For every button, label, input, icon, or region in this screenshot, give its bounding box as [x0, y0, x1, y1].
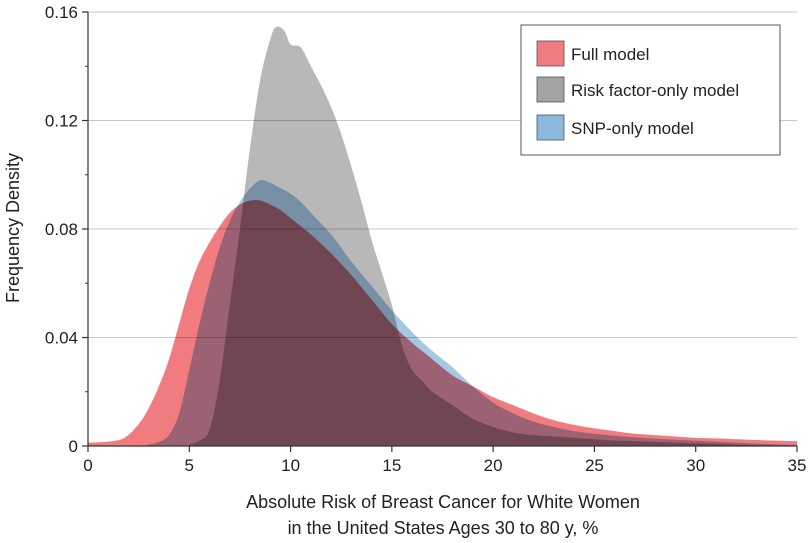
- y-axis-title: Frequency Density: [3, 153, 23, 303]
- x-tick-label-7: 35: [788, 456, 807, 475]
- x-tick-label-2: 10: [281, 456, 300, 475]
- density-areas: [88, 26, 797, 447]
- x-tick-label-0: 0: [83, 456, 92, 475]
- legend-label-risk-factor-only-model: Risk factor-only model: [571, 81, 739, 100]
- legend-label-snp-only-model: SNP-only model: [571, 119, 694, 138]
- y-tick-label-0: 0: [69, 437, 78, 456]
- gridlines: [88, 11, 797, 338]
- y-tick-label-1: 0.04: [45, 329, 78, 348]
- legend-swatch-snp-only-model: [536, 114, 565, 141]
- y-tick-label-3: 0.12: [45, 112, 78, 131]
- y-tick-label-4: 0.16: [45, 3, 78, 22]
- x-tick-label-5: 25: [585, 456, 604, 475]
- legend-swatch-full-model: [536, 40, 565, 67]
- x-axis-title-line-1: Absolute Risk of Breast Cancer for White…: [246, 492, 640, 512]
- legend-label-full-model: Full model: [571, 45, 649, 64]
- tick-labels: 0 0.04 0.08 0.12 0.16 0 5 10 15 20 25 30 35: [45, 3, 807, 475]
- x-tick-label-1: 5: [185, 456, 194, 475]
- x-tick-label-3: 15: [382, 456, 401, 475]
- x-axis-title-line-2: in the United States Ages 30 to 80 y, %: [288, 518, 599, 538]
- risk-factor-only-model-area: [88, 26, 797, 447]
- y-tick-label-2: 0.08: [45, 220, 78, 239]
- x-tick-label-4: 20: [484, 456, 503, 475]
- legend: Full model Risk factor-only model SNP-on…: [520, 24, 781, 156]
- x-tick-label-6: 30: [686, 456, 705, 475]
- legend-swatch-risk-factor-only-model: [536, 76, 565, 103]
